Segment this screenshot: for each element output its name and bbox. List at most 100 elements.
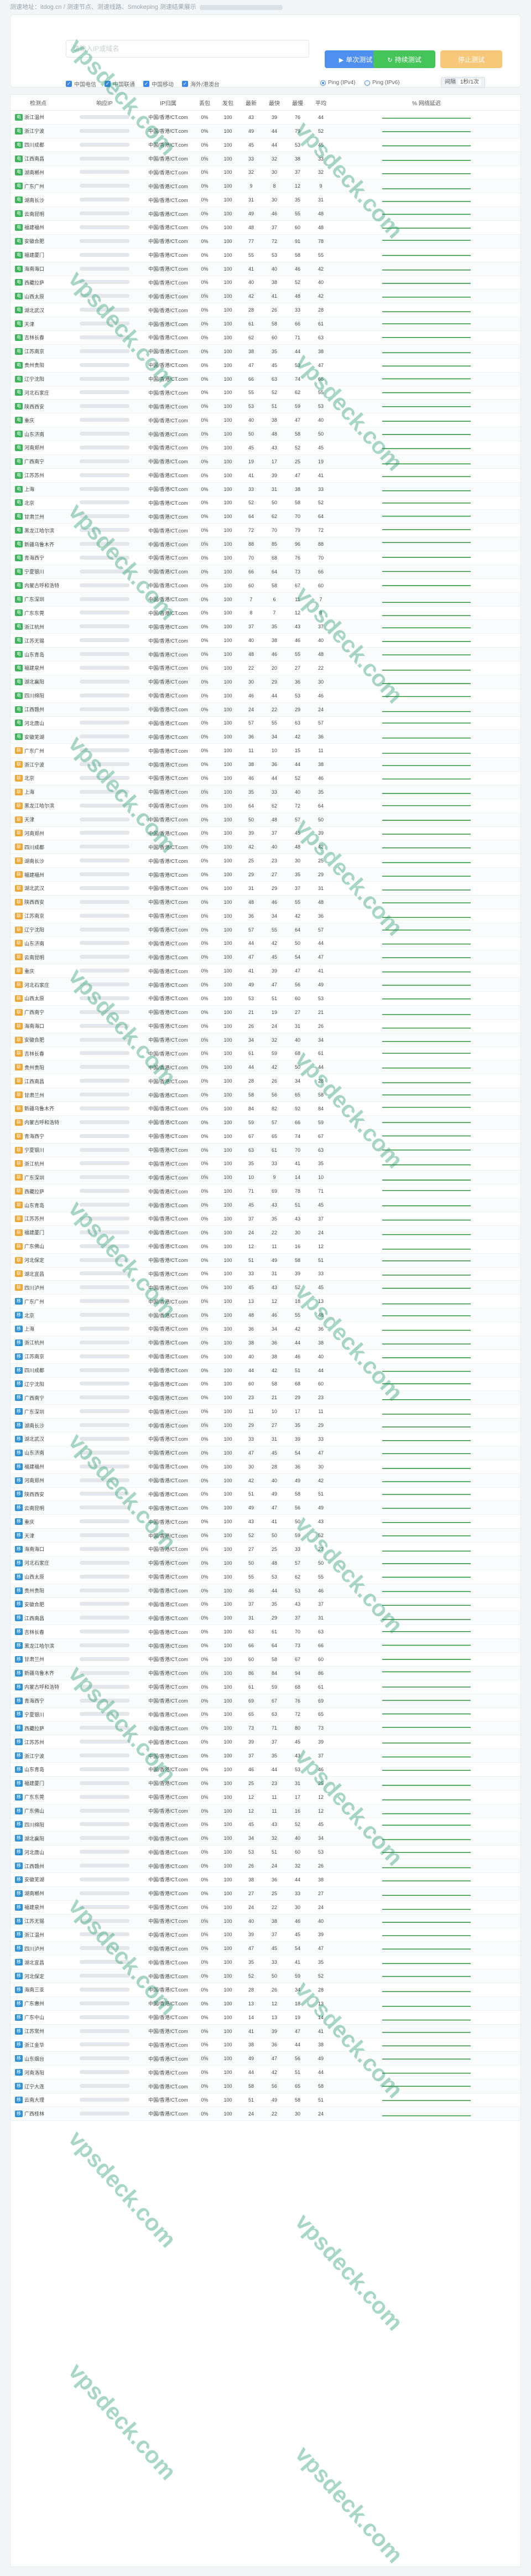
isp-badge: 电 (15, 196, 23, 204)
interval-selector[interactable]: 间隔 1秒/1次 (441, 77, 485, 88)
cell-worst: 36 (286, 675, 309, 689)
cell-loss: 0% (193, 1955, 216, 1970)
node-name: 江西南昌 (24, 1078, 45, 1084)
stop-test-button[interactable]: 停止测试 (440, 50, 502, 68)
latency-sparkline (382, 1205, 471, 1207)
cell-best: 59 (263, 1680, 286, 1694)
latency-sparkline (382, 352, 471, 353)
node-name: 江苏无锡 (24, 1918, 45, 1925)
cell-loss: 0% (193, 1336, 216, 1350)
header-node[interactable]: 检测点 (11, 95, 66, 111)
latency-sparkline (382, 615, 471, 617)
cell-ip (66, 1432, 143, 1446)
cell-loss: 0% (193, 675, 216, 689)
cell-location: 中国/香港/CT.com (143, 413, 193, 428)
table-row: 联湖北武汉 中国/香港/CT.com 0% 100 31 29 37 31 (11, 881, 520, 896)
radio-ipv6[interactable]: Ping (IPv6) (365, 80, 399, 86)
cell-latest: 49 (240, 1501, 263, 1515)
header-sent[interactable]: 发包 (216, 95, 240, 111)
cell-sent: 100 (216, 2079, 240, 2093)
node-name: 湖南长沙 (24, 858, 45, 864)
header-loss[interactable]: 丢包 (193, 95, 216, 111)
continuous-test-button[interactable]: ↻ 持续测试 (373, 50, 435, 68)
blurred-ip (80, 308, 129, 312)
cell-worst: 17 (286, 1404, 309, 1419)
latency-sparkline (382, 214, 471, 215)
cell-best: 35 (263, 619, 286, 634)
table-row: 电浙江杭州 中国/香港/CT.com 0% 100 37 35 43 37 (11, 619, 520, 634)
isp-badge: 联 (15, 954, 23, 961)
cell-latest: 37 (240, 1212, 263, 1226)
cell-node: 电福建泉州 (11, 661, 66, 675)
header-latest[interactable]: 最新 (240, 95, 263, 111)
cell-sent: 100 (216, 2093, 240, 2107)
latency-sparkline (382, 711, 471, 712)
node-name: 山东青岛 (24, 651, 45, 658)
target-input[interactable] (66, 40, 309, 58)
node-name: 吉林长春 (24, 1051, 45, 1057)
check-telecom[interactable]: ✓ 中国电信 (66, 80, 96, 88)
cell-node: 电福建厦门 (11, 248, 66, 262)
cell-node: 联重庆 (11, 964, 66, 979)
cell-location: 中国/香港/CT.com (143, 1652, 193, 1667)
cell-sent: 100 (216, 262, 240, 276)
cell-avg: 63 (309, 1143, 332, 1157)
isp-badge: 移 (15, 1642, 23, 1649)
cell-avg: 71 (309, 1184, 332, 1199)
header-chart[interactable]: % 网络延迟 (332, 95, 520, 111)
cell-avg: 41 (309, 964, 332, 979)
cell-node: 移安徽合肥 (11, 1597, 66, 1612)
cell-location: 中国/香港/CT.com (143, 1983, 193, 1997)
cell-sent: 100 (216, 1322, 240, 1336)
cell-location: 中国/香港/CT.com (143, 964, 193, 979)
node-name: 内蒙古呼和浩特 (24, 1120, 60, 1126)
cell-sent: 100 (216, 2107, 240, 2121)
isp-badge: 联 (15, 995, 23, 1002)
cell-chart (332, 1652, 520, 1667)
cell-sent: 100 (216, 537, 240, 551)
cell-ip (66, 619, 143, 634)
check-overseas[interactable]: ✓ 海外/港澳台 (182, 80, 220, 88)
stop-test-label: 停止测试 (457, 55, 485, 64)
blurred-ip (80, 2029, 129, 2033)
check-mobile[interactable]: ✓ 中国移动 (143, 80, 174, 88)
check-unicom[interactable]: ✓ 中国联通 (105, 80, 135, 88)
cell-avg: 59 (309, 1115, 332, 1130)
cell-avg: 30 (309, 1460, 332, 1474)
node-name: 海南海口 (24, 1023, 45, 1030)
isp-badge: 移 (15, 1380, 23, 1388)
cell-best: 36 (263, 757, 286, 772)
header-best[interactable]: 最快 (263, 95, 286, 111)
cell-avg: 10 (309, 1170, 332, 1185)
cell-avg: 58 (309, 1088, 332, 1102)
isp-badge: 移 (15, 1683, 23, 1690)
header-avg[interactable]: 平均 (309, 95, 332, 111)
latency-sparkline (382, 1686, 471, 1688)
cell-node: 电广东深圳 (11, 592, 66, 607)
cell-loss: 0% (193, 1625, 216, 1639)
cell-sent: 100 (216, 565, 240, 579)
cell-avg: 38 (309, 344, 332, 359)
latency-sparkline (382, 1895, 471, 1896)
header-ip[interactable]: 响应IP (66, 95, 143, 111)
radio-ipv4[interactable]: Ping (IPv4) (320, 80, 355, 86)
header-worst[interactable]: 最慢 (286, 95, 309, 111)
blurred-ip (80, 2111, 129, 2115)
isp-badge: 移 (15, 1752, 23, 1760)
cell-avg: 61 (309, 1047, 332, 1061)
cell-location: 中国/香港/CT.com (143, 2024, 193, 2039)
cell-loss: 0% (193, 1514, 216, 1529)
header-location[interactable]: IP归属 (143, 95, 193, 111)
blurred-ip (80, 969, 129, 973)
latency-sparkline (382, 2115, 471, 2117)
table-row: 联福建福州 中国/香港/CT.com 0% 100 29 27 35 29 (11, 867, 520, 882)
cell-location: 中国/香港/CT.com (143, 399, 193, 414)
blurred-ip (80, 1299, 129, 1303)
cell-node: 移西藏拉萨 (11, 1721, 66, 1736)
cell-loss: 0% (193, 1363, 216, 1378)
cell-latest: 51 (240, 2093, 263, 2107)
cell-node: 电重庆 (11, 413, 66, 428)
cell-avg: 32 (309, 165, 332, 180)
cell-sent: 100 (216, 1859, 240, 1873)
cell-ip (66, 496, 143, 510)
